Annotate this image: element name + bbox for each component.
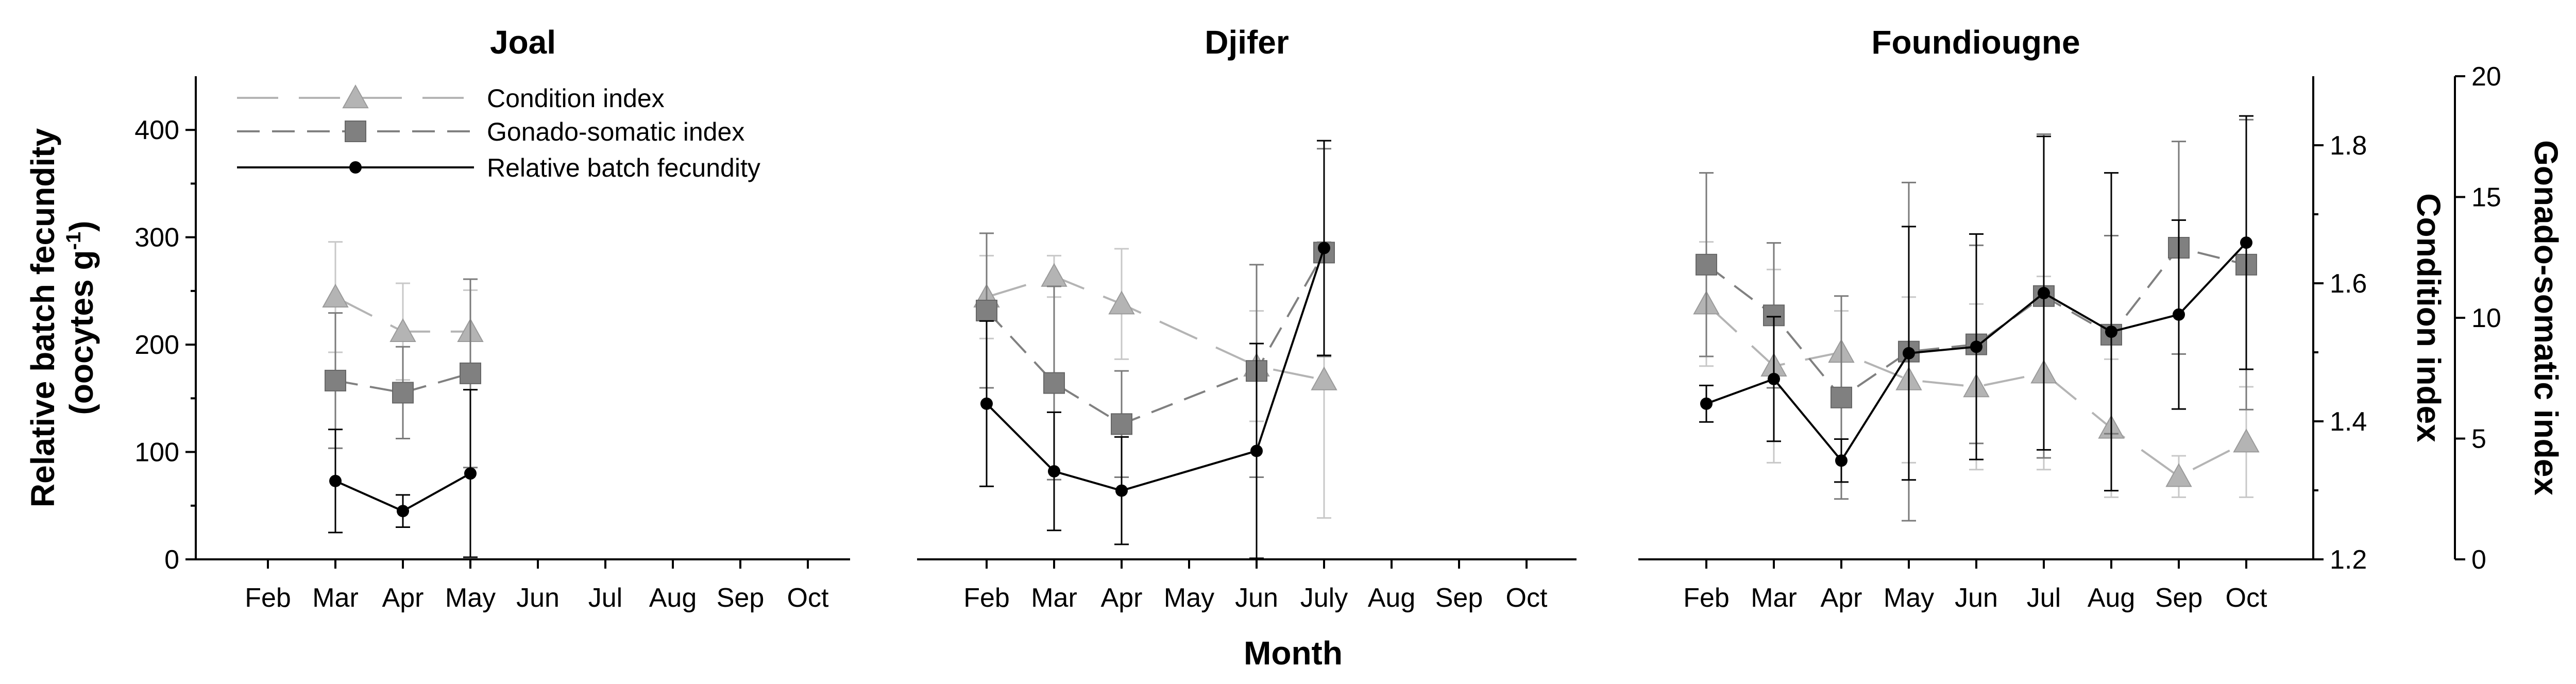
x-tick-label: Aug [2088, 583, 2136, 613]
x-tick-label: Oct [1506, 583, 1548, 613]
rbf-point [1250, 444, 1263, 457]
x-tick-label: Feb [245, 583, 291, 613]
y-gsi-tick-label: 5 [2471, 424, 2486, 454]
y-gsi-tick-label: 0 [2471, 545, 2486, 575]
x-tick-label: Sep [2155, 583, 2203, 613]
rbf-point [1700, 397, 1713, 410]
x-tick-label: Jun [1235, 583, 1278, 613]
y-axis-left-unit-text: (oocytes g [63, 250, 100, 415]
legend-label: Relative batch fecundity [487, 153, 760, 182]
y-ci-tick-label: 1.6 [2330, 269, 2367, 299]
ci-point [2233, 429, 2260, 453]
legend-label: Gonado-somatic index [487, 117, 744, 146]
gsi-point [1111, 413, 1132, 435]
y-axis-ci-title: Condition index [2410, 193, 2447, 442]
gsi-point [325, 369, 346, 391]
y-gsi-tick-label: 15 [2471, 183, 2501, 213]
gsi-point [976, 299, 997, 321]
x-tick-label: Jul [2027, 583, 2061, 613]
text-layer: Feb Mar Apr May Jun Jul Aug Sep Oct Joal Feb Mar Apr… [24, 24, 2565, 672]
y-gsi-tick-label: 20 [2471, 62, 2501, 92]
x-tick-label: Aug [1368, 583, 1416, 613]
rbf-point [464, 467, 477, 480]
x-tick-label: Mar [1751, 583, 1797, 613]
x-tick-label: Apr [1821, 583, 1862, 613]
y-axis-left-unit: (oocytes g-1) [62, 221, 100, 415]
gsi-series-line [335, 372, 471, 394]
y-axis-gsi-title: Gonado-somatic index [2528, 140, 2565, 495]
x-tick-label: May [445, 583, 496, 613]
gsi-point [460, 362, 481, 384]
rbf-point [329, 474, 342, 487]
y-left-tick-label: 300 [134, 223, 179, 253]
ci-series-line [1705, 303, 2247, 478]
rbf-point [1768, 372, 1780, 385]
plot-layer [185, 75, 2465, 569]
rbf-point [1115, 484, 1128, 497]
x-tick-label: Apr [382, 583, 424, 613]
rbf-point [397, 505, 409, 518]
x-tick-label: Sep [717, 583, 765, 613]
gsi-point [1696, 253, 1717, 276]
panel-title: Joal [490, 24, 556, 61]
x-tick-label: Jun [516, 583, 560, 613]
x-tick-label: Jul [588, 583, 622, 613]
y-ci-tick-label: 1.2 [2330, 545, 2367, 575]
ci-point [389, 318, 416, 342]
y-axis-left-unit-close: ) [63, 221, 100, 232]
x-tick-label: Oct [787, 583, 829, 613]
rbf-point [1970, 340, 1982, 353]
x-tick-label: Feb [1683, 583, 1730, 613]
rbf-point [1318, 242, 1330, 254]
x-tick-label: Jun [1955, 583, 1998, 613]
rbf-point [980, 397, 993, 410]
x-axis-title: Month [1244, 635, 1343, 672]
legend-marker-ci [342, 84, 369, 109]
ci-point [322, 283, 349, 307]
gsi-series-line [1705, 246, 2247, 399]
rbf-point [1835, 454, 1848, 467]
legend-label: Condition index [487, 84, 665, 113]
ci-point [1311, 366, 1337, 390]
ci-point [2165, 463, 2192, 487]
y-left-tick-label: 0 [164, 545, 179, 575]
x-tick-label: Mar [312, 583, 359, 613]
panel-title: Foundiougne [1871, 24, 2080, 61]
gsi-point [1043, 372, 1065, 394]
rbf-point [1903, 347, 1915, 360]
y-left-tick-label: 200 [134, 330, 179, 360]
y-left-tick-label: 400 [134, 115, 179, 145]
x-tick-label: Sep [1435, 583, 1483, 613]
x-tick-label: July [1300, 583, 1348, 613]
y-left-tick-label: 100 [134, 438, 179, 468]
legend-marker-gsi [345, 121, 366, 142]
y-gsi-tick-label: 10 [2471, 303, 2501, 333]
rbf-point [1048, 465, 1060, 478]
y-ci-tick-label: 1.8 [2330, 131, 2367, 161]
panel-title: Djifer [1205, 24, 1289, 61]
rbf-point [2105, 326, 2117, 338]
rbf-point [2240, 236, 2252, 249]
y-axis-left-unit-sup: -1 [62, 232, 85, 250]
x-tick-label: Feb [963, 583, 1010, 613]
legend-marker-rbf [349, 161, 362, 174]
gsi-point [392, 382, 414, 404]
gsi-point [1831, 386, 1852, 408]
rbf-point [2173, 308, 2185, 321]
x-tick-label: Mar [1031, 583, 1077, 613]
ci-point [1041, 263, 1067, 287]
y-axis-left-title: Relative batch fecundity [24, 128, 61, 508]
x-tick-label: May [1164, 583, 1214, 613]
ci-point [1108, 290, 1135, 315]
rbf-point [2038, 287, 2050, 300]
x-tick-label: Aug [649, 583, 697, 613]
y-ci-tick-label: 1.4 [2330, 407, 2367, 437]
x-tick-label: Oct [2226, 583, 2267, 613]
x-tick-label: Apr [1101, 583, 1143, 613]
x-tick-label: May [1884, 583, 1934, 613]
